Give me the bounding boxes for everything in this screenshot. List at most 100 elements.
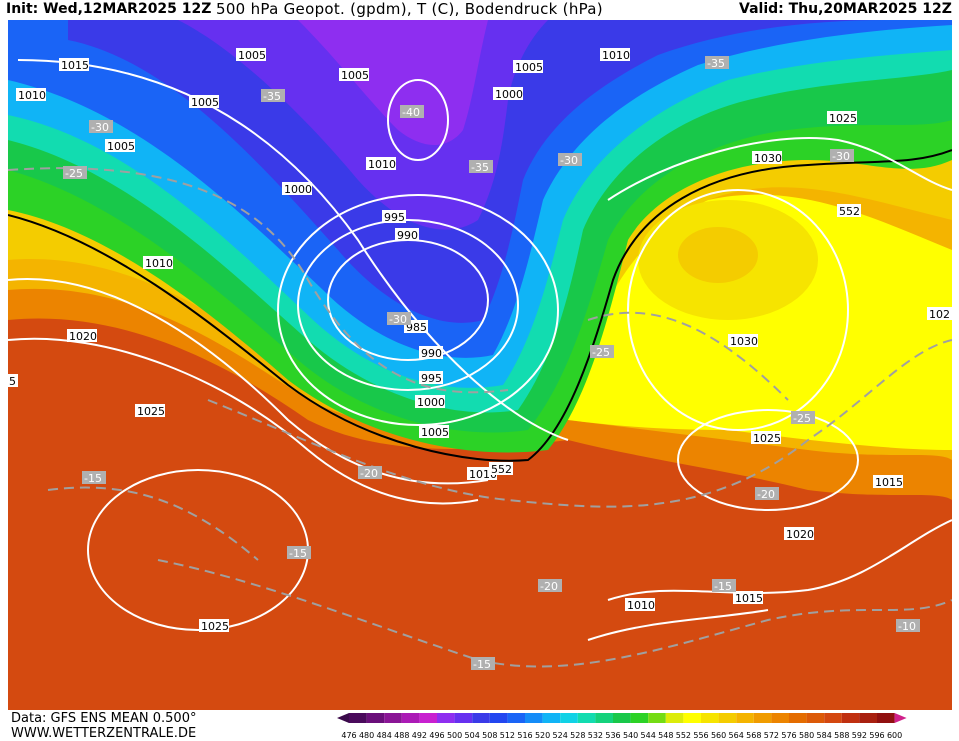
legend-color-box xyxy=(384,713,402,723)
legend-tick-label: 580 xyxy=(799,731,814,740)
height-label: 102 xyxy=(929,308,950,321)
valid-time-label: Valid: Thu,20MAR2025 12Z xyxy=(739,1,952,17)
legend-color-box xyxy=(648,713,666,723)
isobar-label: 1025 xyxy=(137,405,165,418)
legend-tick-label: 476 xyxy=(341,731,356,740)
legend-color-box xyxy=(841,713,860,723)
isobar-label: 1010 xyxy=(18,89,46,102)
legend-tick-label: 492 xyxy=(412,731,427,740)
isotherm-label: -10 xyxy=(898,620,916,633)
legend-color-box xyxy=(595,713,613,723)
legend-tick-label: 532 xyxy=(588,731,603,740)
legend-color-box xyxy=(753,713,772,723)
height-label: 552 xyxy=(839,205,860,218)
isobar-label: 1015 xyxy=(875,476,903,489)
isobar-label: 1010 xyxy=(602,49,630,62)
legend-tick-label: 544 xyxy=(641,731,656,740)
isotherm-label: -15 xyxy=(714,580,732,593)
legend-tick-label: 500 xyxy=(447,731,462,740)
isotherm-label: -40 xyxy=(402,106,420,119)
legend-tick-label: 564 xyxy=(729,731,744,740)
legend-tick-label: 552 xyxy=(676,731,691,740)
legend-color-box xyxy=(507,713,525,723)
isobar-label: 1010 xyxy=(145,257,173,270)
isobar-label: 1025 xyxy=(753,432,781,445)
legend-tick-label: 568 xyxy=(746,731,761,740)
isobar-labels: 1015 1010 1005 1010 1005 1005 1005 1000 … xyxy=(8,48,952,633)
isotherm-label: -30 xyxy=(91,121,109,134)
isobar-label: 1015 xyxy=(735,592,763,605)
isotherm-label: -15 xyxy=(84,472,102,485)
isobar-label: 1030 xyxy=(730,335,758,348)
legend-color-box xyxy=(419,713,437,723)
legend-tick-label: 592 xyxy=(852,731,867,740)
legend-color-box xyxy=(806,713,825,723)
legend-tick-label: 548 xyxy=(658,731,673,740)
isobar-label: 990 xyxy=(421,347,442,360)
legend-color-box xyxy=(401,713,420,723)
legend-color-box xyxy=(560,713,578,723)
legend-tick-label: 520 xyxy=(535,731,550,740)
isobar-label: 990 xyxy=(397,229,418,242)
map-title: 500 hPa Geopot. (gpdm), T (C), Bodendruc… xyxy=(216,0,603,18)
legend-color-box xyxy=(701,713,719,723)
legend-color-box xyxy=(736,713,754,723)
isotherm-label: -25 xyxy=(65,167,83,180)
contour-552 xyxy=(8,149,952,462)
legend-tick-label: 508 xyxy=(482,731,497,740)
color-scale-legend: 476 480 484 488 492 496 500 504 508 512 516 520 524 5… xyxy=(337,713,907,740)
isobar-label: 1005 xyxy=(107,140,135,153)
isobar-label: 985 xyxy=(406,321,427,334)
isobar-label: 1005 xyxy=(421,426,449,439)
isotherm-label: -15 xyxy=(289,547,307,560)
map-header: Init: Wed,12MAR2025 12Z 500 hPa Geopot. … xyxy=(0,0,959,20)
legend-color-box xyxy=(472,713,490,723)
legend-color-box xyxy=(349,713,367,723)
legend-color-box xyxy=(718,713,737,723)
legend-tick-label: 588 xyxy=(834,731,849,740)
legend-tick-label: 584 xyxy=(817,731,832,740)
legend-color-box xyxy=(542,713,561,723)
isotherm-label: -30 xyxy=(389,313,407,326)
legend-tick-label: 516 xyxy=(517,731,532,740)
legend-color-box xyxy=(630,713,649,723)
legend-color-box xyxy=(525,713,543,723)
isotherm-label: -20 xyxy=(360,467,378,480)
isotherm-label: -20 xyxy=(540,580,558,593)
legend-tick-label: 572 xyxy=(764,731,779,740)
isobar-label: 1000 xyxy=(417,396,445,409)
legend-tick-label: 488 xyxy=(394,731,409,740)
isotherm-label: -15 xyxy=(473,658,491,671)
legend-color-box xyxy=(665,713,684,723)
legend-tick-label: 496 xyxy=(429,731,444,740)
legend-tick-label: 480 xyxy=(359,731,374,740)
isotherm-label: -20 xyxy=(757,488,775,501)
legend-tick-label: 504 xyxy=(465,731,480,740)
isotherm-labels: -35 -30 -25 -40 -35 -30 -35 -30 -30 -25 … xyxy=(63,56,920,671)
isotherm-label: -30 xyxy=(560,154,578,167)
legend-color-box xyxy=(771,713,789,723)
purple-zone xyxy=(298,20,488,145)
isobar-label: 1010 xyxy=(627,599,655,612)
legend-right-arrow xyxy=(894,713,907,723)
isobar-label: 1005 xyxy=(341,69,369,82)
isotherm-label: -25 xyxy=(793,412,811,425)
legend-color-box xyxy=(683,713,701,723)
legend-tick-label: 596 xyxy=(869,731,884,740)
legend-color-box xyxy=(489,713,508,723)
isobar-label: 1025 xyxy=(829,112,857,125)
legend-tick-label: 556 xyxy=(693,731,708,740)
legend-left-arrow xyxy=(337,713,349,723)
legend-color-box xyxy=(437,713,455,723)
isotherm-label: -35 xyxy=(471,161,489,174)
legend-tick-label: 576 xyxy=(781,731,796,740)
legend-color-box xyxy=(859,713,877,723)
isotherm-label: -30 xyxy=(832,150,850,163)
height-label: 5 xyxy=(9,375,16,388)
isobar-label: 1005 xyxy=(191,96,219,109)
isobar-label: 1000 xyxy=(495,88,523,101)
data-source-label: Data: GFS ENS MEAN 0.500° xyxy=(11,711,197,726)
isobar-label: 995 xyxy=(384,211,405,224)
isobar-label: 1010 xyxy=(368,158,396,171)
isotherms xyxy=(8,167,952,668)
